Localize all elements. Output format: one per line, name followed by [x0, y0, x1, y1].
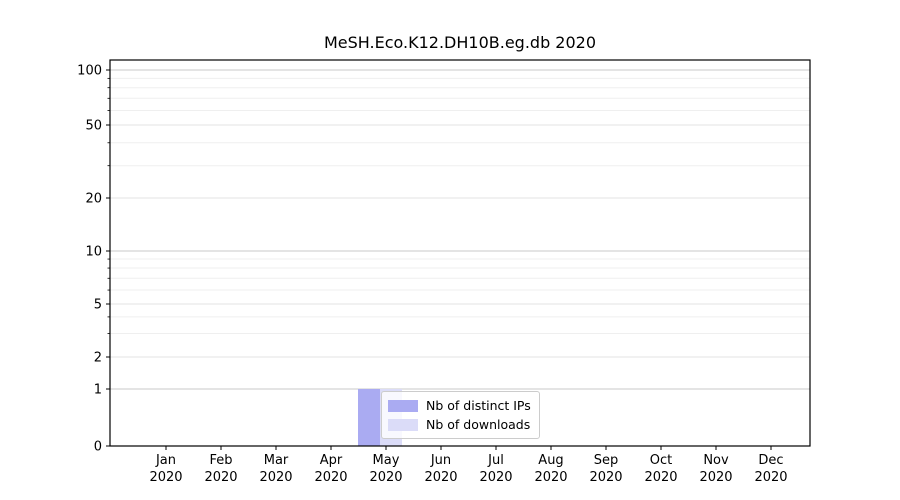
plot-frame	[109, 59, 811, 447]
x-tick-label-year: 2020	[479, 470, 512, 485]
y-tick-label: 0	[94, 440, 102, 455]
legend-label-downloads: Nb of downloads	[426, 417, 531, 432]
x-tick-label-year: 2020	[259, 470, 292, 485]
x-tick-label-year: 2020	[314, 470, 347, 485]
legend-label-distinct-ips: Nb of distinct IPs	[426, 398, 531, 413]
x-tick-label-year: 2020	[534, 470, 567, 485]
x-tick-label-year: 2020	[369, 470, 402, 485]
y-tick-label: 5	[94, 298, 102, 313]
x-tick-label-month: Jan	[155, 453, 176, 468]
y-tick-label: 2	[94, 351, 102, 366]
x-tick-label-month: Mar	[264, 453, 289, 468]
x-tick-label-year: 2020	[699, 470, 732, 485]
x-tick-label-month: May	[373, 453, 400, 468]
x-tick-label-year: 2020	[149, 470, 182, 485]
y-tick-label: 1	[94, 383, 102, 398]
y-tick-label: 50	[85, 119, 102, 134]
x-tick-label-month: Dec	[758, 453, 783, 468]
legend-swatch-downloads-icon	[388, 418, 418, 431]
x-tick-label-year: 2020	[644, 470, 677, 485]
x-tick-label-month: Jun	[430, 453, 451, 468]
chart-title: MeSH.Eco.K12.DH10B.eg.db 2020	[323, 33, 597, 52]
x-tick-label-year: 2020	[424, 470, 457, 485]
legend-item-downloads: Nb of downloads	[388, 415, 531, 434]
x-tick-label-month: Oct	[650, 453, 672, 468]
x-tick-label-month: Aug	[538, 453, 563, 468]
y-tick-label: 10	[85, 245, 102, 260]
x-tick-label-year: 2020	[204, 470, 237, 485]
legend: Nb of distinct IPs Nb of downloads	[381, 391, 540, 439]
bar-nb-of-distinct-ips	[358, 389, 380, 446]
x-tick-label-month: Apr	[320, 453, 343, 468]
y-tick-label: 100	[77, 64, 102, 79]
x-tick-label-year: 2020	[589, 470, 622, 485]
x-tick-label-year: 2020	[754, 470, 787, 485]
x-tick-label-month: Sep	[594, 453, 619, 468]
legend-item-distinct-ips: Nb of distinct IPs	[388, 396, 531, 415]
x-tick-label-month: Jul	[487, 453, 504, 468]
legend-swatch-distinct-ips-icon	[388, 399, 418, 412]
y-tick-label: 20	[85, 192, 102, 207]
x-tick-label-month: Feb	[209, 453, 232, 468]
x-tick-label-month: Nov	[703, 453, 729, 468]
